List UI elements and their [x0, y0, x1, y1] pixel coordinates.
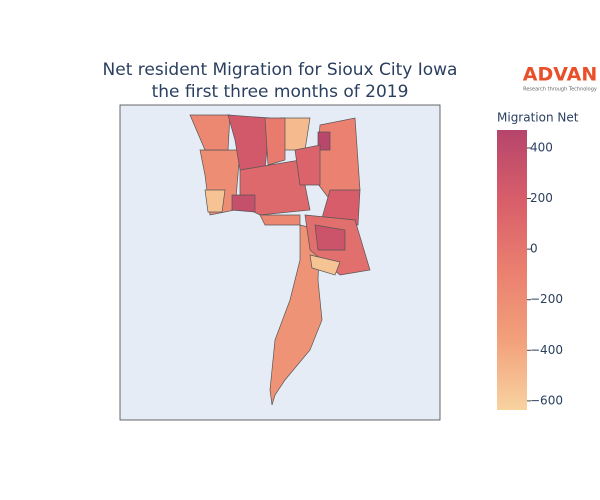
title-line: the first three months of 2019 [152, 82, 409, 102]
colorbar-tick-label: −400 [530, 343, 563, 357]
colorbar-tick-label: 400 [530, 140, 553, 154]
region [319, 189, 361, 226]
colorbar-tick-label: −600 [530, 393, 563, 407]
region [231, 194, 256, 213]
colorbar-title: Migration Net [497, 111, 579, 125]
colorbar [497, 130, 527, 410]
region [317, 131, 331, 151]
region [259, 214, 301, 226]
colorbar-tick-label: 0 [530, 242, 538, 256]
colorbar-tick-label: −200 [530, 292, 563, 306]
region [269, 224, 323, 406]
region [309, 254, 341, 276]
logo-tagline: Research through Technology [523, 87, 597, 93]
region [264, 117, 286, 166]
region [314, 117, 361, 201]
region [314, 224, 346, 251]
title-line: Net resident Migration for Sioux City Io… [103, 60, 458, 80]
region [189, 114, 231, 151]
logo: ADVAN [523, 64, 598, 86]
region [204, 189, 226, 213]
colorbar-tick-label: 200 [530, 191, 553, 205]
region [294, 144, 321, 186]
